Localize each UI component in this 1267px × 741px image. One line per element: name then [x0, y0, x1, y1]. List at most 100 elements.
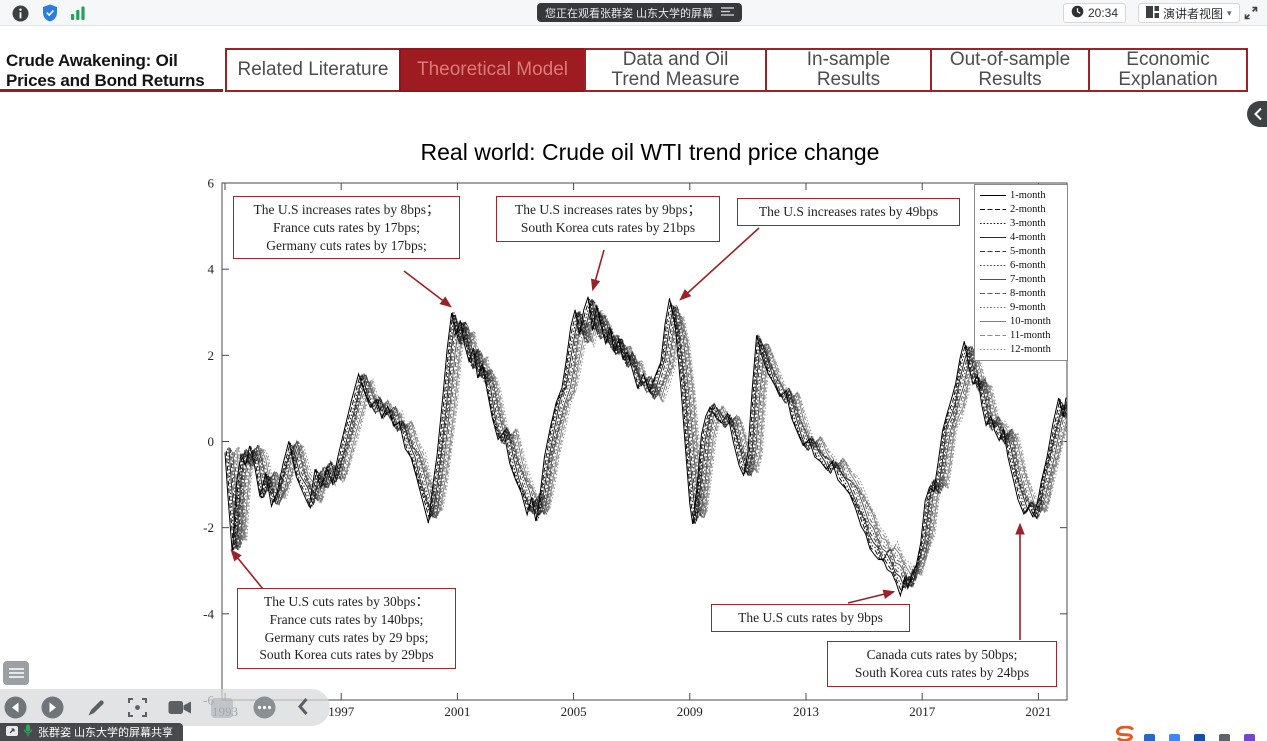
legend-row: 2-month — [979, 203, 1063, 216]
svg-text:2021: 2021 — [1025, 704, 1051, 719]
annotation-box-4: The U.S cuts rates by 30bps： France cuts … — [237, 588, 456, 670]
legend-row: 5-month — [979, 245, 1063, 258]
tab-label: Economic — [1126, 49, 1210, 70]
annotation-box-2: The U.S increases rates by 9bps； South Ko… — [496, 196, 720, 242]
more-options-button[interactable] — [253, 696, 276, 724]
tab-related-literature[interactable]: Related Literature — [225, 48, 401, 92]
collapse-toolbar-chevron[interactable] — [296, 697, 309, 721]
legend-row: 11-month — [979, 329, 1063, 342]
next-slide-button[interactable] — [41, 696, 64, 724]
tab-in-sample[interactable]: In-sample Results — [765, 48, 932, 92]
legend-label: 2-month — [1010, 204, 1046, 215]
tray-icon[interactable] — [1169, 734, 1180, 741]
svg-text:2013: 2013 — [793, 704, 819, 719]
svg-text:2001: 2001 — [444, 704, 470, 719]
legend-row: 9-month — [979, 301, 1063, 314]
agenda-list-button[interactable] — [3, 661, 29, 685]
annotation-line: The U.S cuts rates by 9bps — [738, 610, 883, 625]
legend-row: 1-month — [979, 189, 1063, 202]
tab-label: In-sample — [806, 49, 891, 70]
legend-row: 12-month — [979, 343, 1063, 356]
annotation-box-1: The U.S increases rates by 8bps； France c… — [233, 196, 460, 260]
network-stats-icon[interactable] — [70, 6, 86, 25]
legend-label: 8-month — [1010, 288, 1046, 299]
legend-row: 10-month — [979, 315, 1063, 328]
screen-share-pill[interactable]: 张群姿 山东大学的屏幕共享 — [0, 723, 184, 741]
screen-button[interactable] — [210, 697, 234, 724]
list-icon — [8, 668, 24, 678]
watching-banner: 您正在观看张群姿 山东大学的屏幕 — [537, 3, 743, 22]
banner-menu-icon[interactable] — [721, 6, 735, 20]
legend-row: 3-month — [979, 217, 1063, 230]
tab-out-of-sample[interactable]: Out-of-sample Results — [930, 48, 1090, 92]
annotation-line: The U.S increases rates by 9bps； — [515, 202, 701, 217]
svg-text:-4: -4 — [203, 606, 214, 621]
svg-text:-2: -2 — [203, 520, 214, 535]
share-label: 张群姿 山东大学的屏幕共享 — [38, 727, 174, 739]
meeting-timer[interactable]: 20:34 — [1063, 3, 1127, 23]
tab-label: Results — [816, 69, 881, 90]
chart-title: Real world: Crude oil WTI trend price ch… — [420, 139, 880, 165]
view-mode-button[interactable]: 演讲者视图 ▾ — [1138, 3, 1240, 23]
annotate-pencil-icon[interactable] — [86, 697, 107, 723]
microphone-icon — [23, 724, 33, 740]
legend-label: 6-month — [1010, 260, 1046, 271]
annotation-line: Germany cuts rates by 29 bps; — [264, 629, 429, 645]
annotation-line: France cuts rates by 140bps; — [269, 611, 424, 627]
panel-collapse-handle[interactable] — [1247, 101, 1267, 127]
svg-text:2009: 2009 — [677, 704, 703, 719]
svg-text:0: 0 — [208, 434, 215, 449]
legend-label: 4-month — [1010, 232, 1046, 243]
tab-label: Data and Oil — [622, 49, 729, 70]
tray-icon[interactable] — [1219, 734, 1230, 741]
title-underline — [0, 89, 223, 92]
legend-row: 8-month — [979, 287, 1063, 300]
security-shield-icon[interactable] — [42, 4, 58, 27]
tray-icon[interactable] — [1194, 734, 1205, 741]
legend-label: 10-month — [1010, 316, 1051, 327]
legend-label: 7-month — [1010, 274, 1046, 285]
svg-text:4: 4 — [208, 262, 215, 277]
previous-slide-button[interactable] — [4, 696, 27, 724]
annotation-box-5: The U.S cuts rates by 9bps — [711, 604, 910, 632]
tab-economic-explanation[interactable]: Economic Explanation — [1088, 48, 1248, 92]
tab-label: Explanation — [1118, 69, 1218, 90]
meeting-time: 20:34 — [1088, 6, 1119, 20]
annotation-box-3: The U.S increases rates by 49bps — [737, 198, 960, 226]
annotation-line: The U.S cuts rates by 30bps： — [264, 594, 429, 609]
annotation-line: France cuts rates by 17bps; — [273, 219, 420, 235]
tab-theoretical-model[interactable]: Theoretical Model — [399, 48, 586, 92]
deck-title: Crude Awakening: Oil Prices and Bond Ret… — [6, 51, 224, 91]
ime-logo-icon[interactable] — [1112, 725, 1137, 741]
svg-text:2: 2 — [208, 348, 215, 363]
svg-text:1997: 1997 — [328, 704, 355, 719]
tab-label: Out-of-sample — [949, 49, 1071, 70]
meeting-top-bar: 您正在观看张群姿 山东大学的屏幕 20:34 演讲者视图 ▾ — [0, 0, 1267, 26]
deck-title-line2: Prices and Bond Returns — [6, 71, 205, 90]
fullscreen-icon[interactable] — [1243, 5, 1259, 26]
legend-label: 9-month — [1010, 302, 1046, 313]
tab-label: Related Literature — [237, 59, 389, 80]
tray-icon[interactable] — [1144, 734, 1155, 741]
view-mode-label: 演讲者视图 — [1163, 6, 1224, 21]
annotation-line: The U.S increases rates by 49bps — [758, 204, 939, 219]
tab-label: Trend Measure — [611, 69, 740, 90]
tab-data-oil-trend[interactable]: Data and Oil Trend Measure — [584, 48, 767, 92]
legend-row: 6-month — [979, 259, 1063, 272]
svg-text:6: 6 — [208, 176, 215, 191]
annotation-line: The U.S increases rates by 8bps； — [253, 202, 440, 217]
chart-legend: 1-month 2-month 3-month 4-month 5-month 6-mon… — [974, 184, 1068, 361]
svg-text:2005: 2005 — [561, 704, 587, 719]
info-icon[interactable] — [12, 5, 29, 27]
legend-label: 11-month — [1010, 330, 1051, 341]
tray-icon[interactable] — [1244, 734, 1255, 741]
camera-icon[interactable] — [168, 698, 192, 722]
annotation-line: Canada cuts rates by 50bps; — [866, 647, 1018, 662]
legend-row: 4-month — [979, 231, 1063, 244]
presenter-toolbar — [0, 689, 330, 726]
chevron-down-icon: ▾ — [1227, 7, 1232, 18]
spotlight-icon[interactable] — [127, 697, 148, 723]
legend-label: 3-month — [1010, 218, 1046, 229]
